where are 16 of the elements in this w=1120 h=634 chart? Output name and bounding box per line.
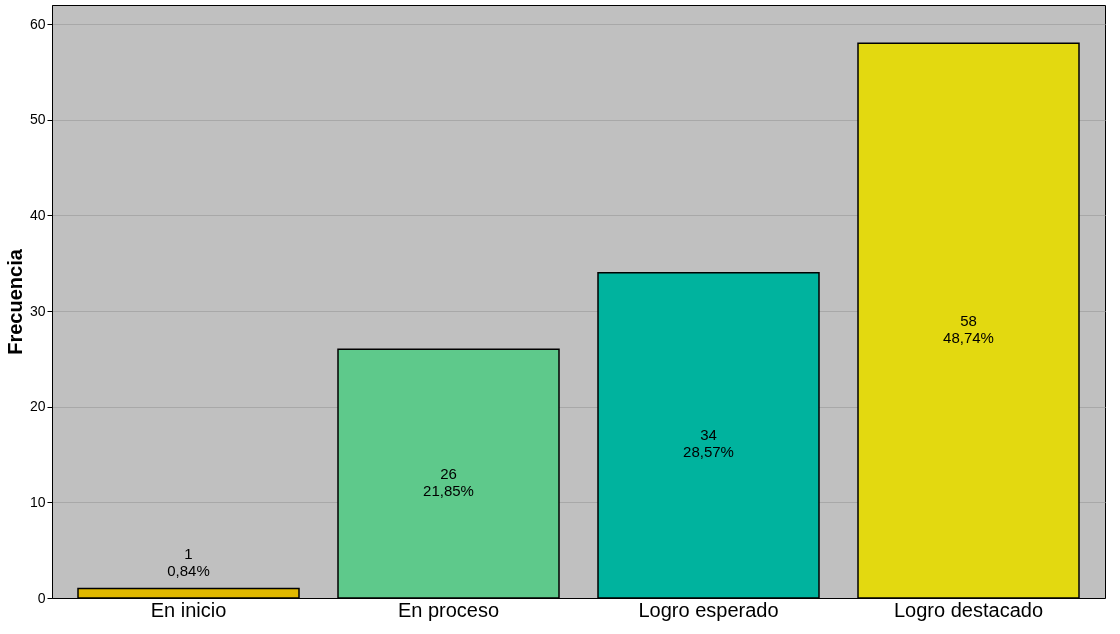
data-label: 26 21,85%	[423, 464, 474, 499]
data-label: 34 28,57%	[683, 426, 734, 461]
y-tick-label: 10	[29, 493, 46, 510]
x-tick-label: Logro destacado	[893, 598, 1044, 621]
x-tick-label: En proceso	[397, 598, 500, 621]
x-tick-label: Logro esperado	[638, 598, 779, 621]
y-tick-label: 50	[29, 111, 46, 128]
x-tick-label: En inicio	[150, 598, 227, 621]
data-label: 1 0,84%	[167, 545, 210, 580]
y-tick-label: 20	[29, 398, 46, 415]
data-label: 58 48,74%	[943, 311, 994, 346]
y-tick-label: 30	[29, 302, 46, 319]
y-tick-label: 40	[29, 206, 46, 223]
y-tick-label: 60	[29, 15, 46, 32]
y-tick-label: 0	[37, 589, 46, 606]
y-axis-title: Frecuencia	[3, 248, 26, 355]
